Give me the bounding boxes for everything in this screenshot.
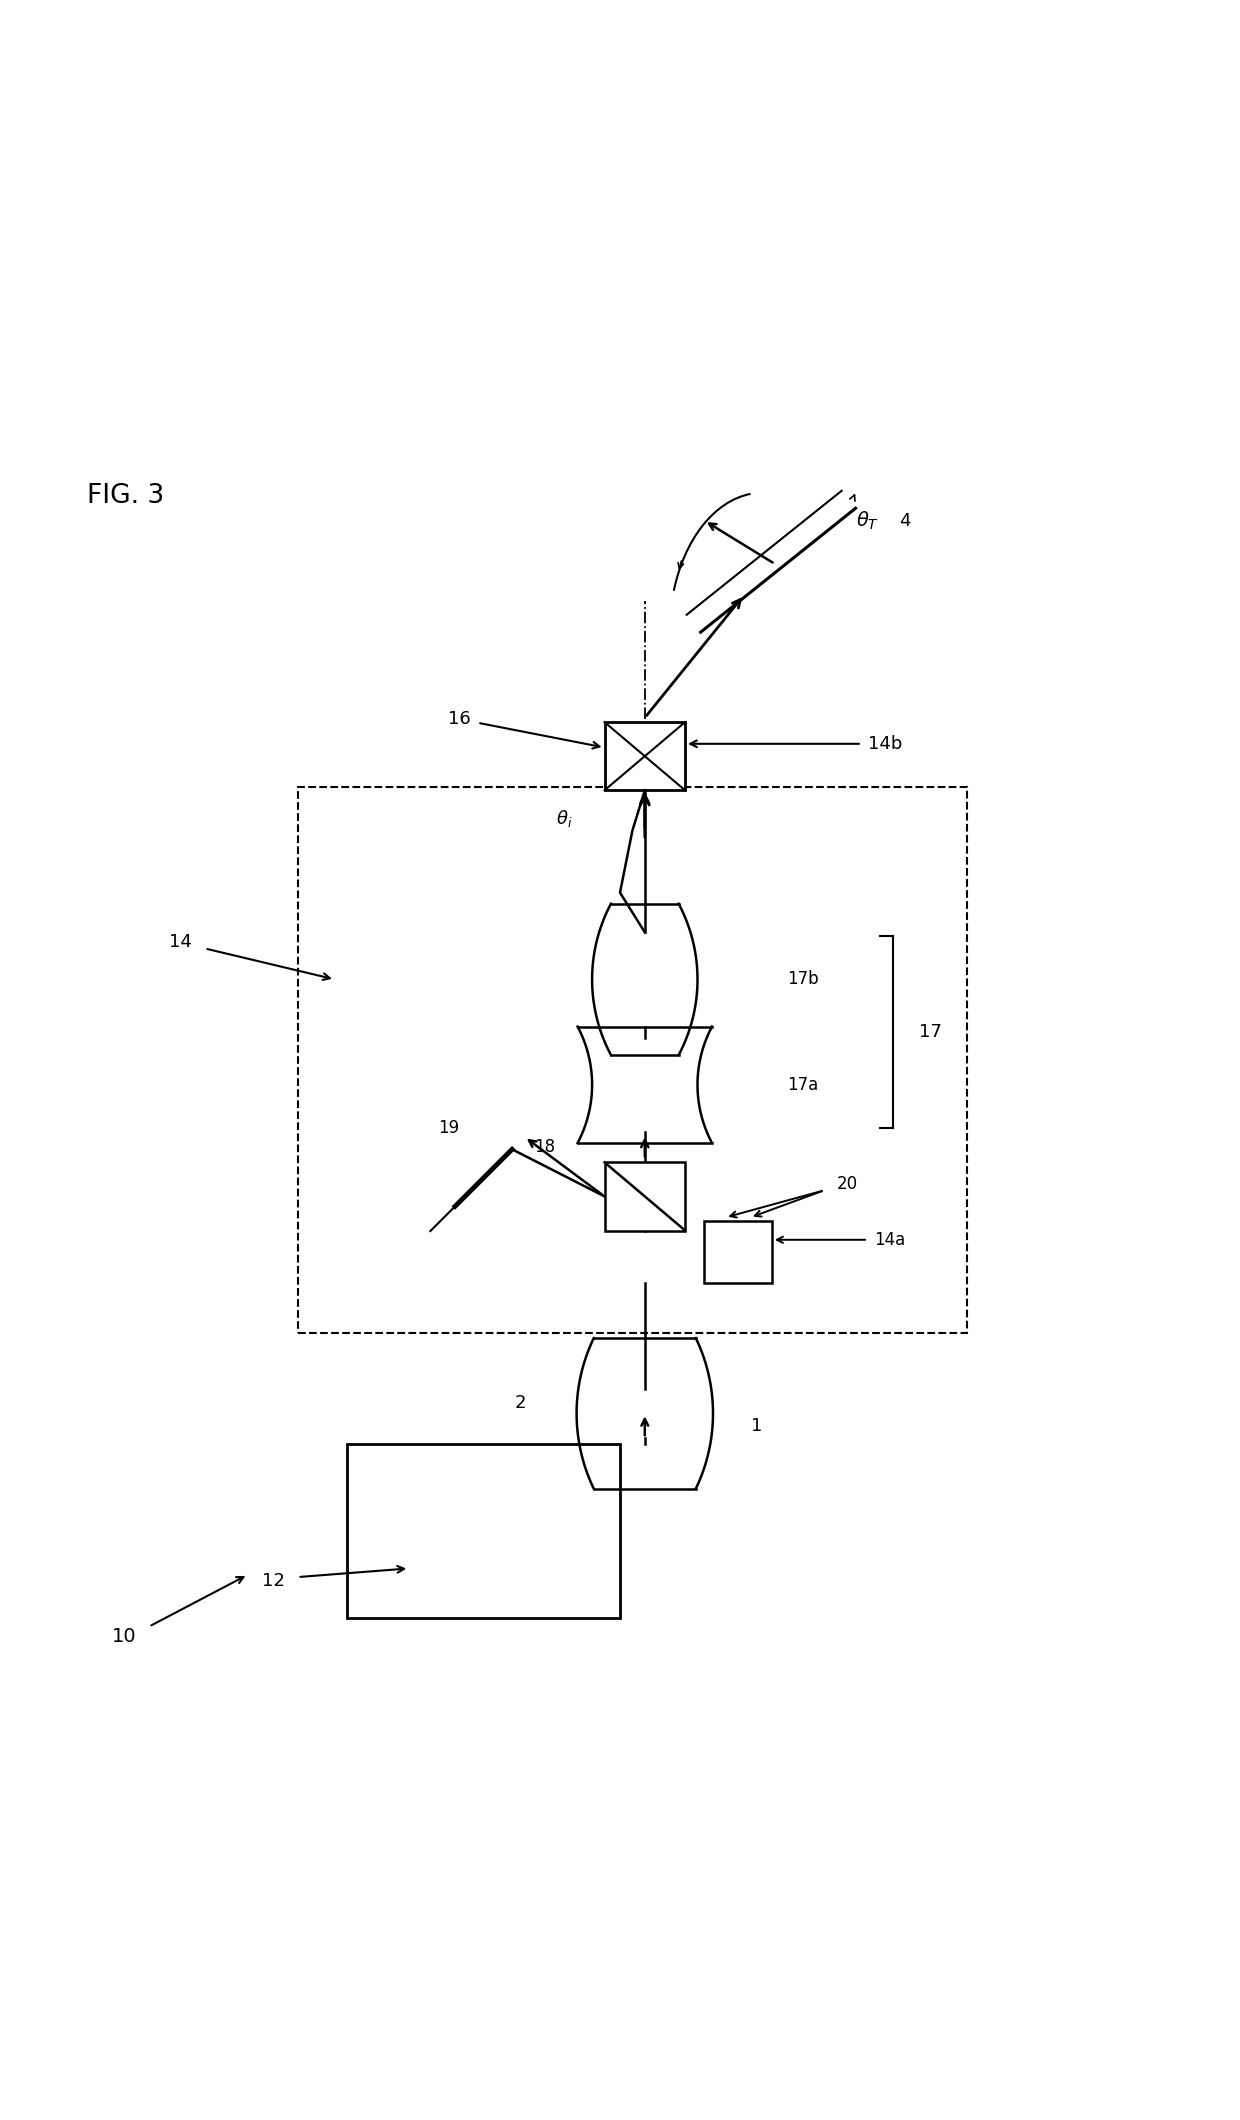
Bar — [704, 1221, 771, 1283]
Text: 12: 12 — [263, 1571, 285, 1590]
Text: 19: 19 — [438, 1119, 459, 1136]
Text: FIG. 3: FIG. 3 — [87, 483, 164, 509]
Text: 1: 1 — [750, 1416, 763, 1435]
Text: $\theta_T$: $\theta_T$ — [857, 509, 879, 532]
Text: 17b: 17b — [787, 971, 820, 988]
Text: 2: 2 — [515, 1395, 527, 1412]
Text: 10: 10 — [112, 1628, 136, 1645]
Text: 18: 18 — [533, 1138, 556, 1155]
Text: 16: 16 — [449, 710, 471, 727]
Text: 14a: 14a — [874, 1232, 905, 1249]
Text: 14: 14 — [170, 933, 192, 952]
Bar — [605, 1162, 684, 1230]
Text: 14b: 14b — [868, 736, 903, 753]
Bar — [298, 787, 967, 1333]
Bar — [347, 1444, 620, 1618]
Text: 17: 17 — [919, 1024, 941, 1041]
Bar — [605, 723, 684, 791]
Text: $\theta_i$: $\theta_i$ — [556, 808, 573, 829]
Text: 17a: 17a — [787, 1075, 818, 1094]
Text: 4: 4 — [899, 511, 911, 530]
Text: 20: 20 — [837, 1174, 858, 1194]
